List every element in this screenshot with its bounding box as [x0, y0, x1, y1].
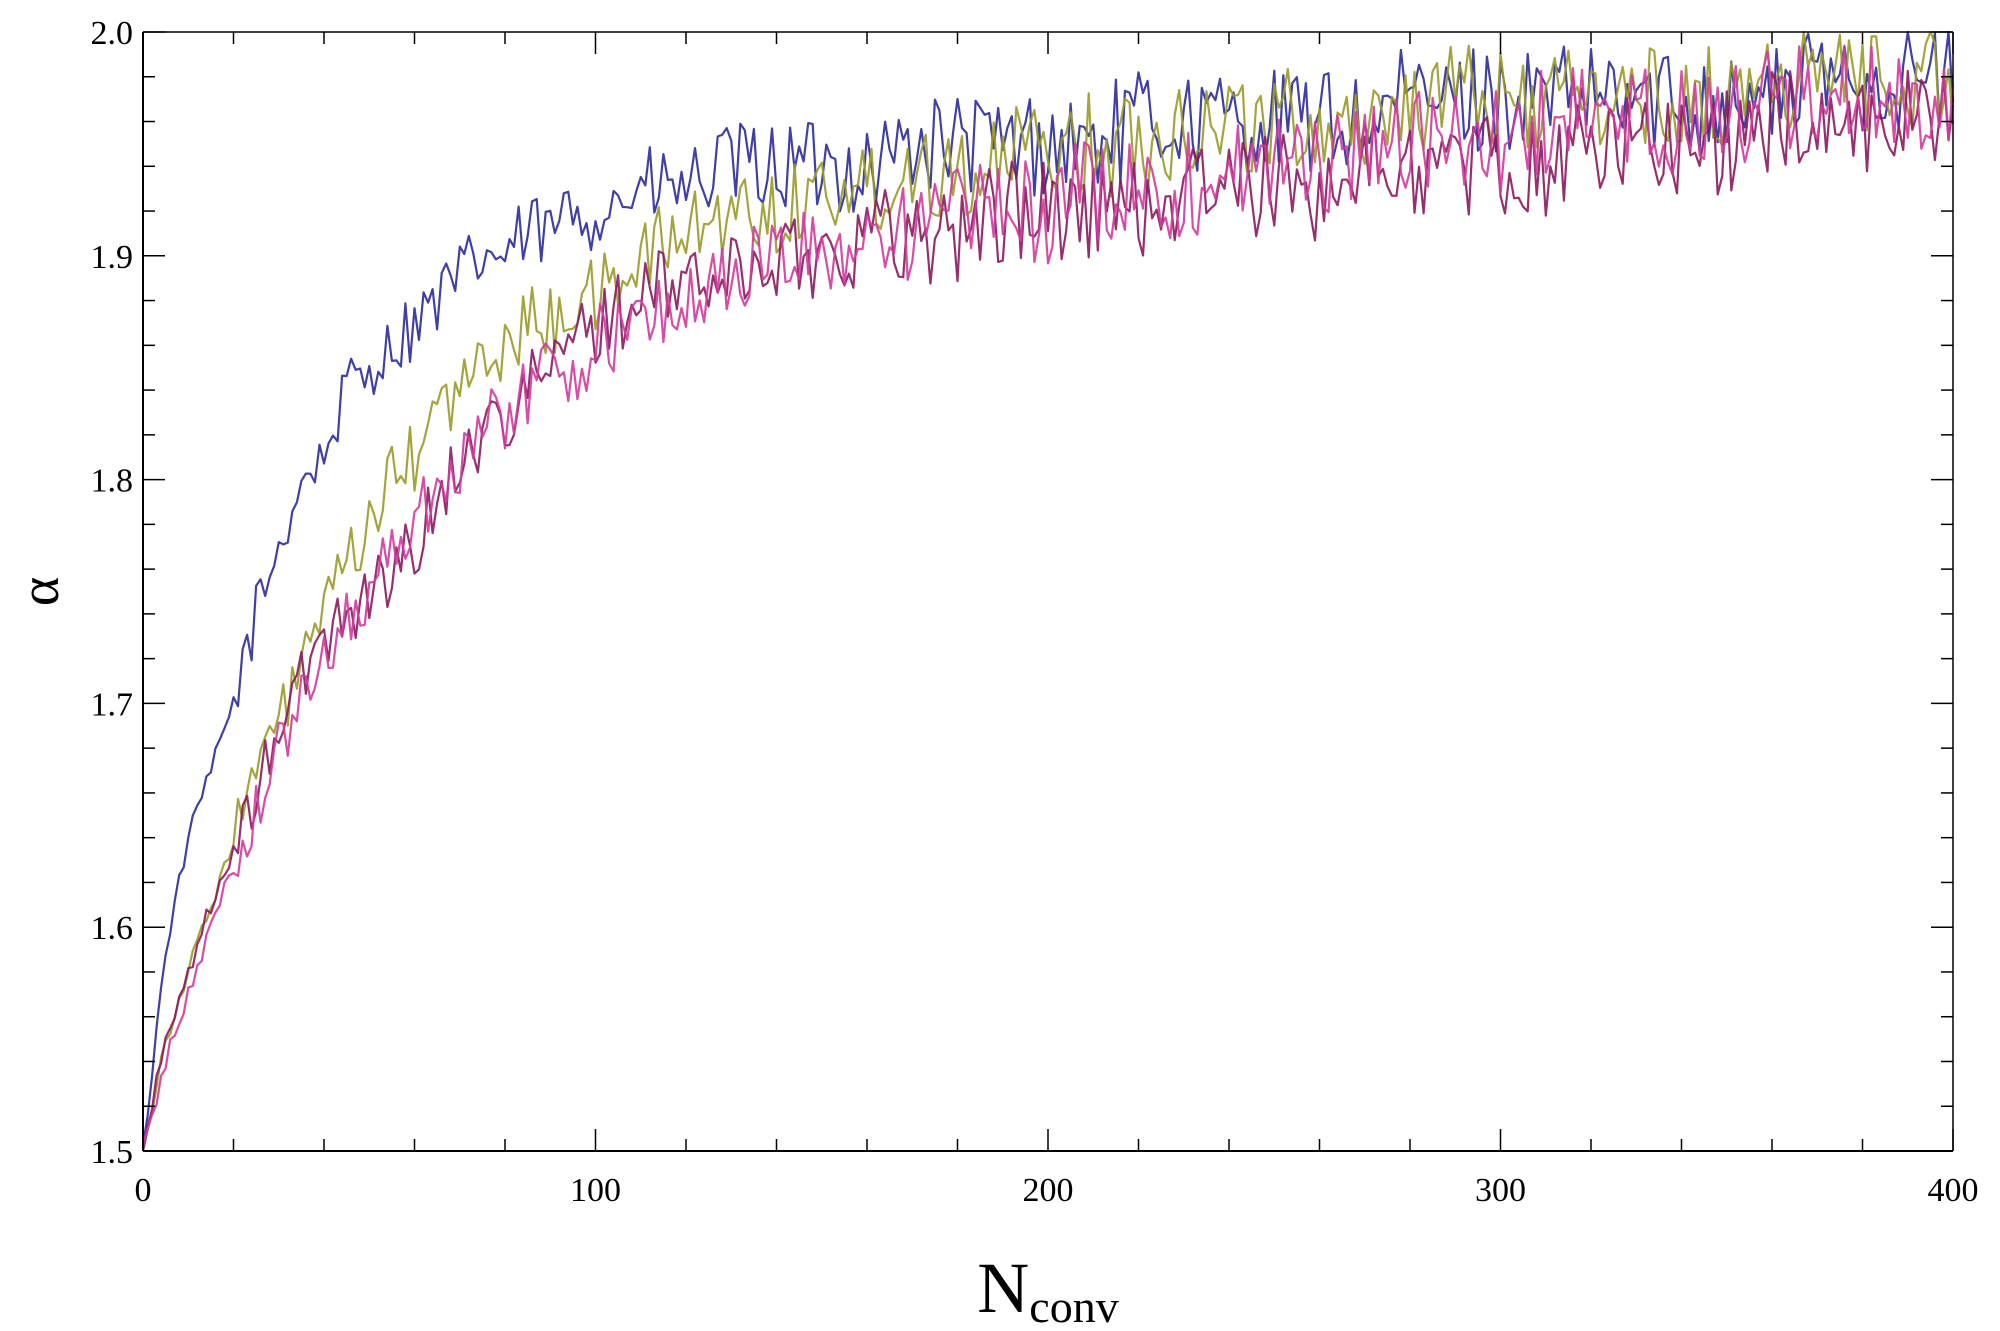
y-tick-label: 2.0: [91, 15, 134, 52]
y-tick-label: 1.8: [91, 463, 134, 500]
series-line-2: [141, 30, 1955, 1152]
tick-labels: 0 100 200 300 400 1.5 1.6 1.7 1.8 1.9 2.0: [91, 15, 1979, 1209]
x-tick-label: 400: [1928, 1172, 1979, 1209]
series-line-4: [141, 44, 1955, 1146]
x-tick-label: 0: [135, 1172, 152, 1209]
y-tick-label: 1.6: [91, 910, 134, 947]
y-tick-label: 1.5: [91, 1134, 134, 1171]
y-tick-label: 1.7: [91, 686, 134, 723]
x-axis-title-main: N: [977, 1248, 1029, 1328]
series-line-1: [141, 30, 1955, 1145]
x-tick-label: 300: [1475, 1172, 1526, 1209]
x-tick-label: 200: [1023, 1172, 1074, 1209]
series-layer: [141, 30, 1955, 1152]
y-axis-title: α: [9, 577, 71, 606]
y-tick-label: 1.9: [91, 239, 134, 276]
tick-marks: [142, 31, 1954, 1152]
x-axis-title-subscript: conv: [1029, 1281, 1118, 1331]
x-tick-label: 100: [570, 1172, 621, 1209]
x-axis-title: Nconv: [977, 1248, 1118, 1331]
